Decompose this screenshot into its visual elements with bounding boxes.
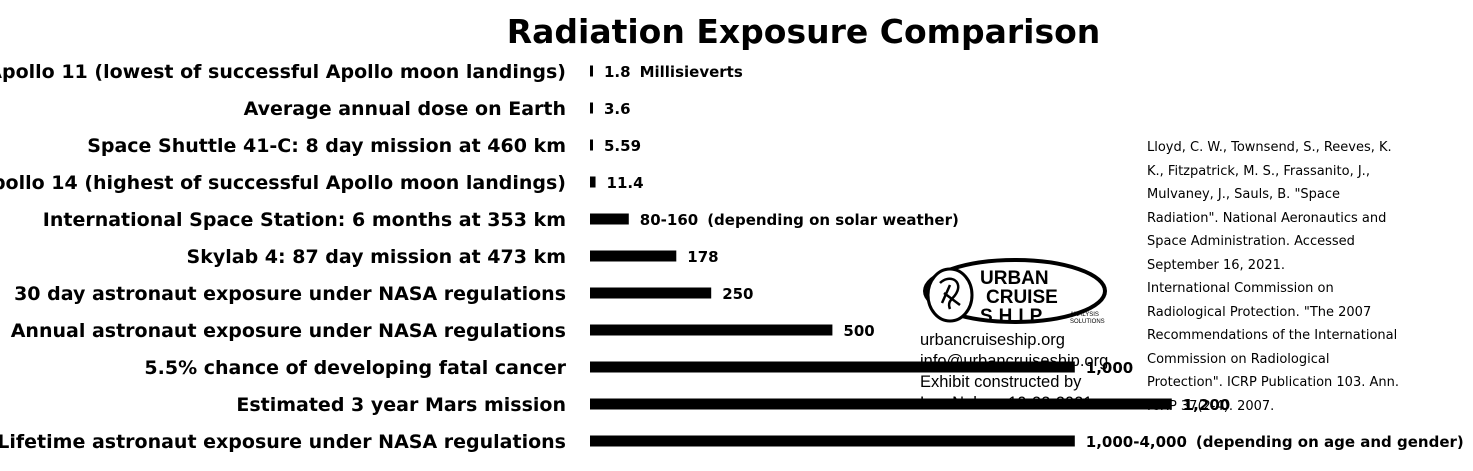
reference-line: Lloyd, C. W., Townsend, S., Reeves, K. [1147,140,1392,155]
value-label: 1.8 [604,63,631,81]
reference-line: K., Fitzpatrick, M. S., Frassanito, J., [1147,163,1370,179]
category-label: Skylab 4: 87 day mission at 473 km [187,246,566,268]
bar [590,250,677,262]
contact-block: urbancruiseship.org info@urbancruiseship… [920,330,1108,414]
category-label: Estimated 3 year Mars mission [236,394,566,416]
logo-line-2: CRUISE [986,287,1058,308]
credit-line-2: Lee Nelson 10-22-2021 [920,394,1093,412]
category-label: Apollo 11 (lowest of successful Apollo m… [0,61,566,83]
credit-line-1: Exhibit constructed by [920,373,1082,391]
category-label: Annual astronaut exposure under NASA reg… [11,320,566,342]
category-label: Average annual dose on Earth [244,98,566,120]
logo-tag-2: SOLUTIONS [1070,319,1105,325]
logo-line-3: SHIP [980,306,1048,327]
reference-line: Mulvaney, J., Sauls, B. "Space [1147,187,1341,202]
website-text: urbancruiseship.org [920,331,1065,349]
bar [590,435,1075,447]
annotation-label: (depending on age and gender) [1196,433,1464,451]
value-label: 5.59 [604,137,641,155]
reference-line: Space Administration. Accessed [1147,234,1355,249]
references-block: Lloyd, C. W., Townsend, S., Reeves, K. K… [1147,136,1447,418]
bars [590,65,1172,447]
annotation-label: (depending on solar weather) [707,211,959,229]
value-label: 80-160 [640,211,698,229]
reference-line: Radiation". National Aeronautics and [1147,210,1387,226]
logo-emblem [926,267,974,323]
logo-tag-1: ANALYSIS [1070,312,1099,318]
category-label: Lifetime astronaut exposure under NASA r… [0,431,566,453]
value-label: 1,000 [1086,359,1133,377]
logo-figure-icon [939,277,961,310]
value-label: 500 [843,322,874,340]
reference-line: Radiological Protection. "The 2007 [1147,304,1372,320]
value-labels: 1.8 Millisieverts 3.6 5.59 11.4 80-160 (depend… [604,63,1464,451]
category-labels: Apollo 11 (lowest of successful Apollo m… [0,61,567,453]
category-label: 30 day astronaut exposure under NASA reg… [14,283,566,305]
category-label: Apollo 14 (highest of successful Apollo … [0,172,566,194]
bar [590,176,596,188]
bar [590,287,712,299]
value-label: 178 [687,248,718,266]
value-label: 11.4 [607,174,644,192]
value-label: 1,000-4,000 [1086,433,1187,451]
reference-line: September 16, 2021. [1147,257,1286,273]
chart-title: Radiation Exposure Comparison [506,12,1101,51]
reference-line: Commission on Radiological [1147,351,1330,367]
value-label: 1,200 [1183,396,1230,414]
logo-line-1: URBAN [980,268,1049,289]
urban-cruise-ship-logo: URBAN CRUISE SHIP ANALYSIS SOLUTIONS [923,258,1107,327]
bar [590,65,593,77]
category-label: International Space Station: 6 months at… [43,209,566,231]
bar [590,139,593,151]
bar [590,324,833,336]
category-label: 5.5% chance of developing fatal cancer [144,357,566,379]
bar [590,361,1075,373]
bar [590,213,629,225]
category-label: Space Shuttle 41-C: 8 day mission at 460… [87,135,566,157]
logo-ring [923,258,1107,324]
reference-line: ICRP 37(2-4). 2007. [1147,398,1275,414]
reference-line: International Commission on [1147,281,1334,296]
value-label: 3.6 [604,100,631,118]
annotation-label: Millisieverts [640,63,743,81]
reference-line: Recommendations of the International [1147,328,1398,343]
email-text: info@urbancruiseship.org [920,352,1109,370]
bar [590,398,1172,410]
value-label: 250 [722,285,753,303]
reference-line: Protection". ICRP Publication 103. Ann. [1147,375,1399,390]
bar [590,102,593,114]
